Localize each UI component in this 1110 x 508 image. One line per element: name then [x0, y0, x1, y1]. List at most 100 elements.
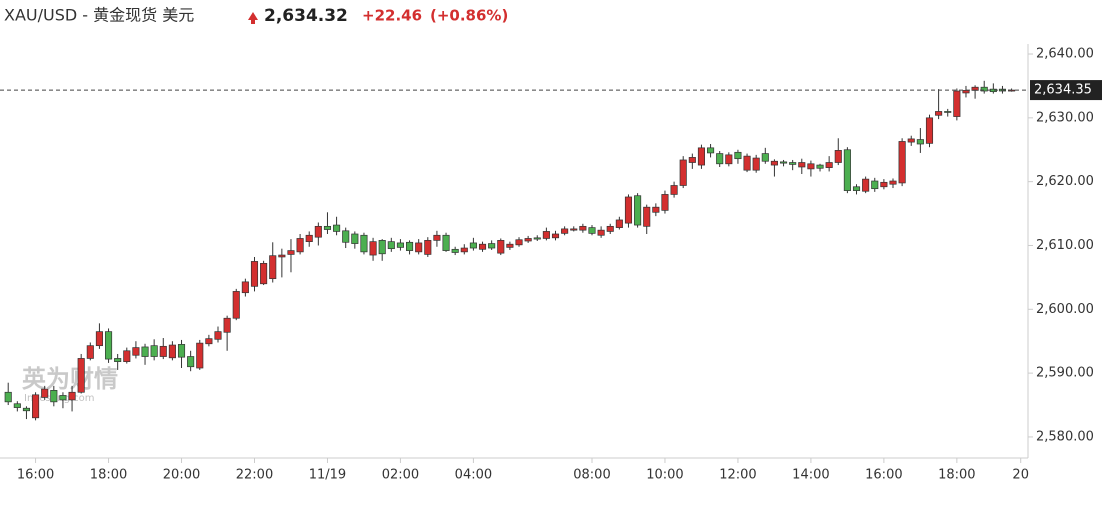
candle-body — [670, 185, 678, 195]
candle-body — [907, 138, 915, 143]
candle-body — [396, 242, 404, 248]
candle-body — [68, 391, 76, 401]
candle-body — [834, 150, 842, 163]
y-tick-label: 2,630.00 — [1036, 110, 1094, 125]
candle-body — [132, 347, 140, 356]
candle-body — [953, 90, 961, 117]
candle-body — [95, 331, 103, 347]
watermark-site: Investing.com — [24, 393, 95, 404]
candle-body — [816, 164, 824, 169]
x-tick-label: 16:00 — [865, 468, 902, 483]
candle-body — [624, 196, 633, 224]
candle-body — [916, 139, 924, 145]
candle-body — [579, 225, 587, 231]
y-tick-label: 2,620.00 — [1036, 174, 1094, 189]
candle-body — [497, 240, 505, 254]
candle-body — [260, 262, 268, 285]
candle-body — [652, 206, 660, 213]
candle-body — [232, 291, 240, 319]
candle-body — [196, 342, 204, 369]
x-tick-label: 16:00 — [17, 468, 54, 483]
title: XAU/USD - 黄金现货 美元 — [4, 6, 194, 25]
x-tick-label: 08:00 — [573, 468, 610, 483]
candle-body — [378, 240, 386, 255]
candle-body — [606, 225, 614, 232]
candle-body — [323, 225, 332, 230]
candle-body — [843, 149, 851, 191]
x-tick-label: 20 — [1012, 468, 1029, 483]
x-tick-label: 04:00 — [455, 468, 492, 483]
candle-body — [515, 239, 523, 246]
candle-body — [13, 403, 21, 408]
candle-body — [187, 356, 195, 368]
candle-body — [898, 141, 906, 184]
candle-body — [807, 163, 815, 170]
up-arrow — [248, 12, 258, 24]
candle-body — [424, 240, 432, 255]
x-tick-label: 02:00 — [382, 468, 419, 483]
candle-body — [77, 358, 85, 393]
candle-body — [488, 243, 496, 249]
candle-body — [305, 234, 313, 243]
candle-body — [761, 153, 769, 162]
candle-body — [22, 407, 31, 412]
candle-body — [533, 237, 541, 240]
x-tick-label: 22:00 — [236, 468, 273, 483]
candle-body — [880, 181, 888, 188]
candle-body — [962, 90, 970, 94]
candle-body — [433, 234, 441, 241]
candle-body — [871, 180, 879, 190]
candle-body — [460, 247, 468, 253]
candle-body — [789, 162, 797, 165]
candle-body — [360, 234, 368, 253]
candle-body — [734, 151, 742, 160]
x-tick-label: 18:00 — [90, 468, 127, 483]
watermark-brand: 英为财情 — [22, 365, 118, 393]
candle-body — [597, 229, 605, 236]
candle-body — [770, 160, 778, 166]
last-price-box — [1030, 80, 1102, 101]
change: +22.46 — [362, 7, 422, 25]
candle-body — [59, 395, 67, 401]
candle-body — [679, 159, 687, 186]
candle-body — [506, 243, 514, 248]
candle-body — [205, 338, 213, 345]
candle-body — [250, 261, 259, 287]
x-tick-label: 14:00 — [792, 468, 829, 483]
candle-body — [661, 194, 669, 211]
candle-body — [716, 153, 724, 165]
candle-body — [278, 254, 286, 258]
candle-body — [114, 358, 122, 362]
candle-body — [141, 346, 149, 357]
candle-body — [387, 241, 395, 250]
candle-body — [524, 238, 532, 242]
candle-body — [944, 111, 952, 113]
candle-body — [451, 248, 459, 253]
candle-body — [50, 390, 58, 403]
candle-body — [634, 195, 642, 226]
x-tick-label: 12:00 — [719, 468, 756, 483]
candle-body — [935, 111, 943, 116]
candle-body — [798, 162, 806, 168]
candle-body — [743, 155, 751, 171]
y-tick-label: 2,580.00 — [1036, 429, 1094, 444]
candle-body — [551, 233, 560, 239]
price: 2,634.32 — [264, 6, 348, 26]
candle-body — [752, 157, 760, 171]
candle-body — [287, 250, 295, 255]
candle-body — [852, 186, 861, 191]
candle-body — [214, 331, 222, 340]
candle-body — [351, 233, 359, 244]
candle-body — [32, 394, 40, 419]
candle-body — [697, 147, 705, 166]
candle-body — [4, 391, 12, 403]
candle-body — [342, 230, 350, 243]
x-tick-label: 10:00 — [646, 468, 683, 483]
candle-body — [707, 147, 715, 154]
x-tick-label: 18:00 — [938, 468, 975, 483]
candle-body — [41, 388, 49, 398]
change-pct: (+0.86%) — [430, 7, 508, 25]
candle-body — [862, 178, 870, 192]
